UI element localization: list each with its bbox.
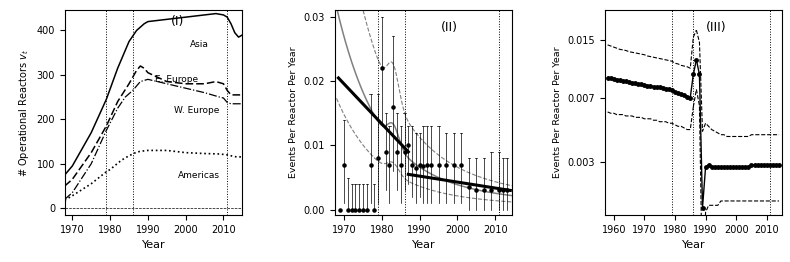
X-axis label: Year: Year <box>682 240 705 250</box>
Point <box>447 163 460 167</box>
Text: (I): (I) <box>171 15 185 28</box>
Point <box>470 188 483 193</box>
Point <box>334 208 347 212</box>
Text: Americas: Americas <box>178 171 220 180</box>
Point <box>394 163 407 167</box>
Y-axis label: Events Per Reactor Per Year: Events Per Reactor Per Year <box>553 47 562 178</box>
Point <box>417 164 430 168</box>
Point <box>360 208 373 212</box>
Point <box>432 163 445 167</box>
Point <box>341 208 354 212</box>
Point <box>496 188 509 193</box>
Point <box>353 208 366 212</box>
Point <box>379 150 392 154</box>
Text: E. Europe: E. Europe <box>156 75 198 84</box>
Point <box>478 188 491 193</box>
X-axis label: Year: Year <box>412 240 435 250</box>
Point <box>383 163 396 167</box>
Point <box>402 143 415 148</box>
Point <box>493 188 506 193</box>
Y-axis label: # Operational Reactors $v_t$: # Operational Reactors $v_t$ <box>17 48 31 177</box>
X-axis label: Year: Year <box>141 240 165 250</box>
Point <box>349 208 362 212</box>
Point <box>356 208 369 212</box>
Point <box>500 188 513 193</box>
Point <box>485 188 498 193</box>
Point <box>391 150 404 154</box>
Point <box>345 208 358 212</box>
Point <box>409 166 422 170</box>
Point <box>406 163 419 167</box>
Point <box>413 163 426 167</box>
Text: (II): (II) <box>441 21 458 34</box>
Text: Asia: Asia <box>190 40 209 49</box>
Text: W. Europe: W. Europe <box>175 106 220 115</box>
Text: (III): (III) <box>705 21 726 34</box>
Point <box>455 163 468 167</box>
Point <box>398 150 411 154</box>
Point <box>421 163 434 167</box>
Point <box>425 163 438 167</box>
Point <box>387 105 400 109</box>
Point <box>375 66 388 70</box>
Point <box>338 163 351 167</box>
Point <box>364 163 377 167</box>
Point <box>372 156 385 160</box>
Point <box>440 163 453 167</box>
Point <box>462 185 475 189</box>
Point <box>368 208 381 212</box>
Y-axis label: Events Per Reactor Per Year: Events Per Reactor Per Year <box>289 47 298 178</box>
